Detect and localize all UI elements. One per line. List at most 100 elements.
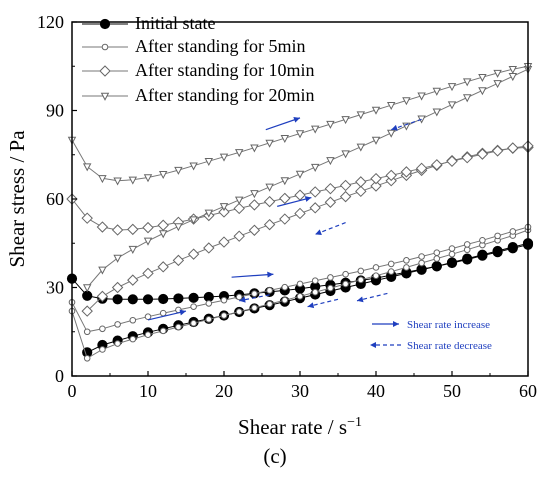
- direction-arrow-decrease-line: [391, 118, 422, 131]
- series-4-up-point: [371, 136, 381, 145]
- series-1-down-point: [112, 294, 123, 305]
- series-2-up-point: [159, 327, 167, 335]
- series-3-up-point: [203, 242, 215, 254]
- series-4-up-point: [189, 216, 198, 225]
- series-3-up-point: [294, 207, 306, 220]
- series-2-up-point: [418, 259, 425, 267]
- y-tick-label: 120: [37, 12, 64, 32]
- series-3-up-point: [111, 281, 124, 294]
- series-4-down-point: [234, 149, 244, 158]
- series-4-down-point: [128, 176, 138, 185]
- x-axis-title-main: Shear rate / s: [238, 415, 347, 439]
- series-3-up-point: [157, 261, 169, 273]
- series-4-up-point: [478, 87, 487, 96]
- series-2-down-point: [327, 274, 334, 281]
- series-4-up-point: [204, 209, 214, 218]
- x-tick-label: 0: [68, 381, 77, 401]
- series-4-up-point: [219, 203, 229, 212]
- series-3-up-point: [309, 202, 321, 214]
- series-3-up-point: [127, 274, 139, 286]
- series-2-down-point: [357, 267, 365, 275]
- series-2-down-point: [372, 264, 380, 271]
- series-4-down-point: [250, 144, 259, 153]
- series-3-up-point: [355, 185, 367, 198]
- series-3-down-point: [370, 172, 382, 185]
- series-3-up-point: [263, 218, 276, 231]
- legend-label-series-2: After standing for 5min: [135, 36, 305, 56]
- series-4-up-point: [508, 73, 518, 82]
- series-4-up-point: [158, 230, 168, 239]
- series-3-up-point: [142, 267, 154, 280]
- series-2-down-point: [205, 300, 213, 307]
- series-3-down-point: [96, 221, 109, 233]
- series-2-up-point: [342, 280, 349, 288]
- legend-marker-series-2: [101, 43, 109, 51]
- panel-label: (c): [263, 444, 287, 468]
- series-4-down-point: [189, 162, 198, 171]
- series-2-up-point: [144, 331, 152, 339]
- series-4-down-point: [174, 166, 183, 175]
- series-2-up-point: [296, 293, 304, 300]
- series-1-down-point: [127, 294, 138, 305]
- direction-arrow-decrease-head: [357, 296, 364, 303]
- series-1-down-point: [462, 254, 473, 265]
- series-4-down-point: [295, 130, 305, 139]
- series-3-down-point: [400, 166, 413, 178]
- direction-arrow-decrease-head: [239, 296, 246, 303]
- series-2-up-point: [281, 296, 289, 304]
- series-2-up-point: [99, 346, 106, 353]
- series-4-down-point: [356, 111, 366, 120]
- series-layer: [66, 63, 534, 362]
- series-2-down-point: [220, 296, 228, 304]
- series-2-down-point: [509, 228, 517, 235]
- direction-arrow-increase-line: [265, 117, 301, 131]
- series-4-up-point: [310, 163, 320, 172]
- series-2-down-point: [387, 260, 395, 268]
- series-1-down-point: [507, 243, 518, 254]
- direction-arrow-increase-head: [267, 271, 274, 278]
- series-4-up-point: [234, 196, 244, 205]
- series-1-up-line: [86, 242, 529, 353]
- series-2-up-point: [311, 288, 319, 296]
- series-2-down-point: [83, 328, 91, 336]
- series-4-down-point: [478, 73, 487, 82]
- series-4-up-point: [295, 170, 305, 179]
- series-3-down-point: [309, 186, 321, 198]
- series-2-up-point: [433, 255, 441, 262]
- series-4-up-point: [174, 223, 183, 232]
- series-4-up-point: [386, 129, 396, 138]
- series-2-up-point: [448, 250, 456, 258]
- x-tick-label: 60: [519, 381, 537, 401]
- legend-label-series-3: After standing for 10min: [135, 60, 314, 80]
- series-3-down-point: [81, 212, 93, 224]
- series-2-up-point: [327, 284, 334, 292]
- series-2-down-point: [99, 325, 106, 333]
- series-2-down-point: [463, 241, 471, 248]
- direction-arrow-decrease-head: [315, 229, 322, 236]
- series-2-up-point: [463, 246, 471, 254]
- series-3-up-point: [279, 213, 291, 225]
- series-2-up-point: [129, 335, 137, 343]
- series-4-up-point: [417, 115, 426, 124]
- series-3-down-point: [355, 176, 367, 188]
- direction-arrow-increase-head: [179, 309, 186, 316]
- series-4-down-point: [341, 116, 350, 125]
- series-4-down-point: [158, 171, 168, 180]
- series-4-down-point: [386, 101, 396, 111]
- series-3-down-point: [431, 159, 443, 171]
- series-3-down-point: [385, 169, 397, 182]
- series-3-up-point: [81, 305, 93, 317]
- series-3-down-point: [415, 162, 428, 175]
- series-1-down-point: [477, 250, 488, 261]
- series-1-down-point: [142, 294, 154, 305]
- series-1-down-point: [82, 290, 93, 301]
- series-2-down-point: [311, 277, 319, 285]
- series-3-down-point: [491, 145, 504, 157]
- direction-arrow-increase-head: [304, 196, 312, 202]
- direction-arrow-increase-line: [231, 273, 274, 278]
- series-4-down-point: [310, 125, 320, 134]
- series-3-up-point: [248, 224, 261, 236]
- series-4-up-point: [356, 143, 366, 152]
- legend-marker-series-3: [99, 65, 111, 77]
- series-2-down-point: [479, 237, 486, 244]
